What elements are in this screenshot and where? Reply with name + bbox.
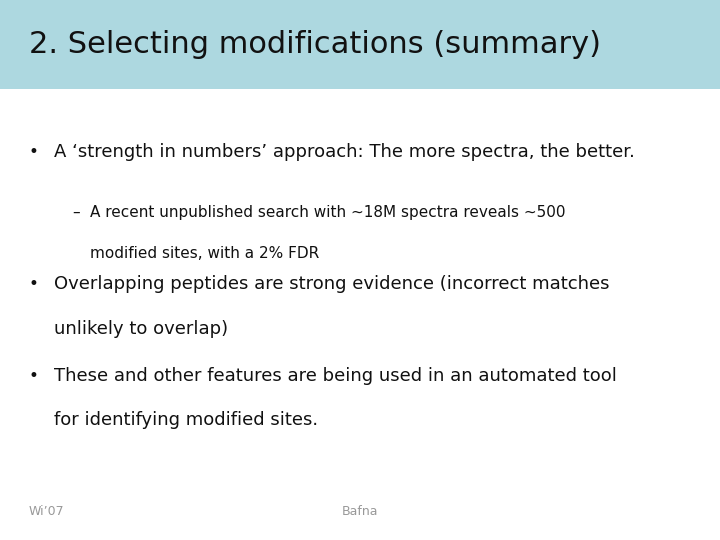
Text: These and other features are being used in an automated tool: These and other features are being used … [54,367,617,385]
Text: •: • [29,143,39,161]
Text: 2. Selecting modifications (summary): 2. Selecting modifications (summary) [29,30,600,59]
Text: Overlapping peptides are strong evidence (incorrect matches: Overlapping peptides are strong evidence… [54,275,610,293]
Text: unlikely to overlap): unlikely to overlap) [54,320,228,338]
Text: A ‘strength in numbers’ approach: The more spectra, the better.: A ‘strength in numbers’ approach: The mo… [54,143,635,161]
Text: A recent unpublished search with ~18M spectra reveals ~500: A recent unpublished search with ~18M sp… [90,205,565,220]
Text: for identifying modified sites.: for identifying modified sites. [54,411,318,429]
Text: Bafna: Bafna [342,505,378,518]
Text: •: • [29,367,39,385]
Text: •: • [29,275,39,293]
Text: Wi’07: Wi’07 [29,505,64,518]
Text: modified sites, with a 2% FDR: modified sites, with a 2% FDR [90,246,319,261]
Text: –: – [72,205,80,220]
